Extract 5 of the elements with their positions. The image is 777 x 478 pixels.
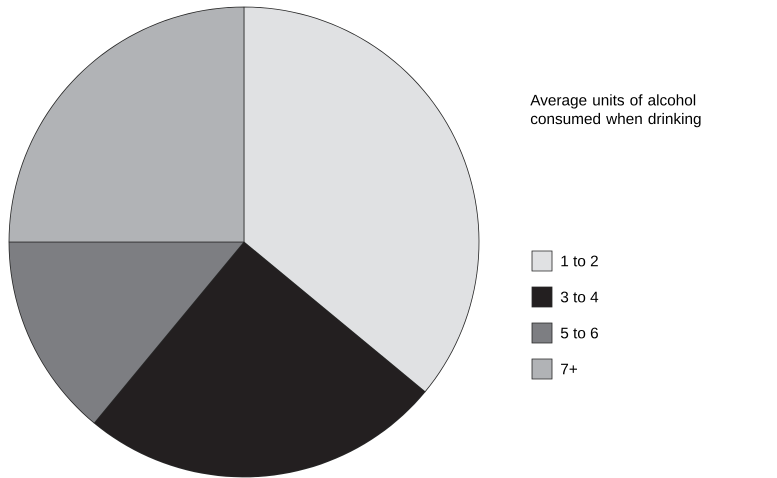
- legend-label: 7+: [561, 364, 577, 374]
- legend-label: 5 to 6: [560, 328, 598, 338]
- legend-label: 3 to 4: [560, 292, 598, 302]
- legend-title: Average units of alcohol consumed when drinking: [530, 94, 701, 128]
- legend-label: 1 to 2: [561, 256, 598, 266]
